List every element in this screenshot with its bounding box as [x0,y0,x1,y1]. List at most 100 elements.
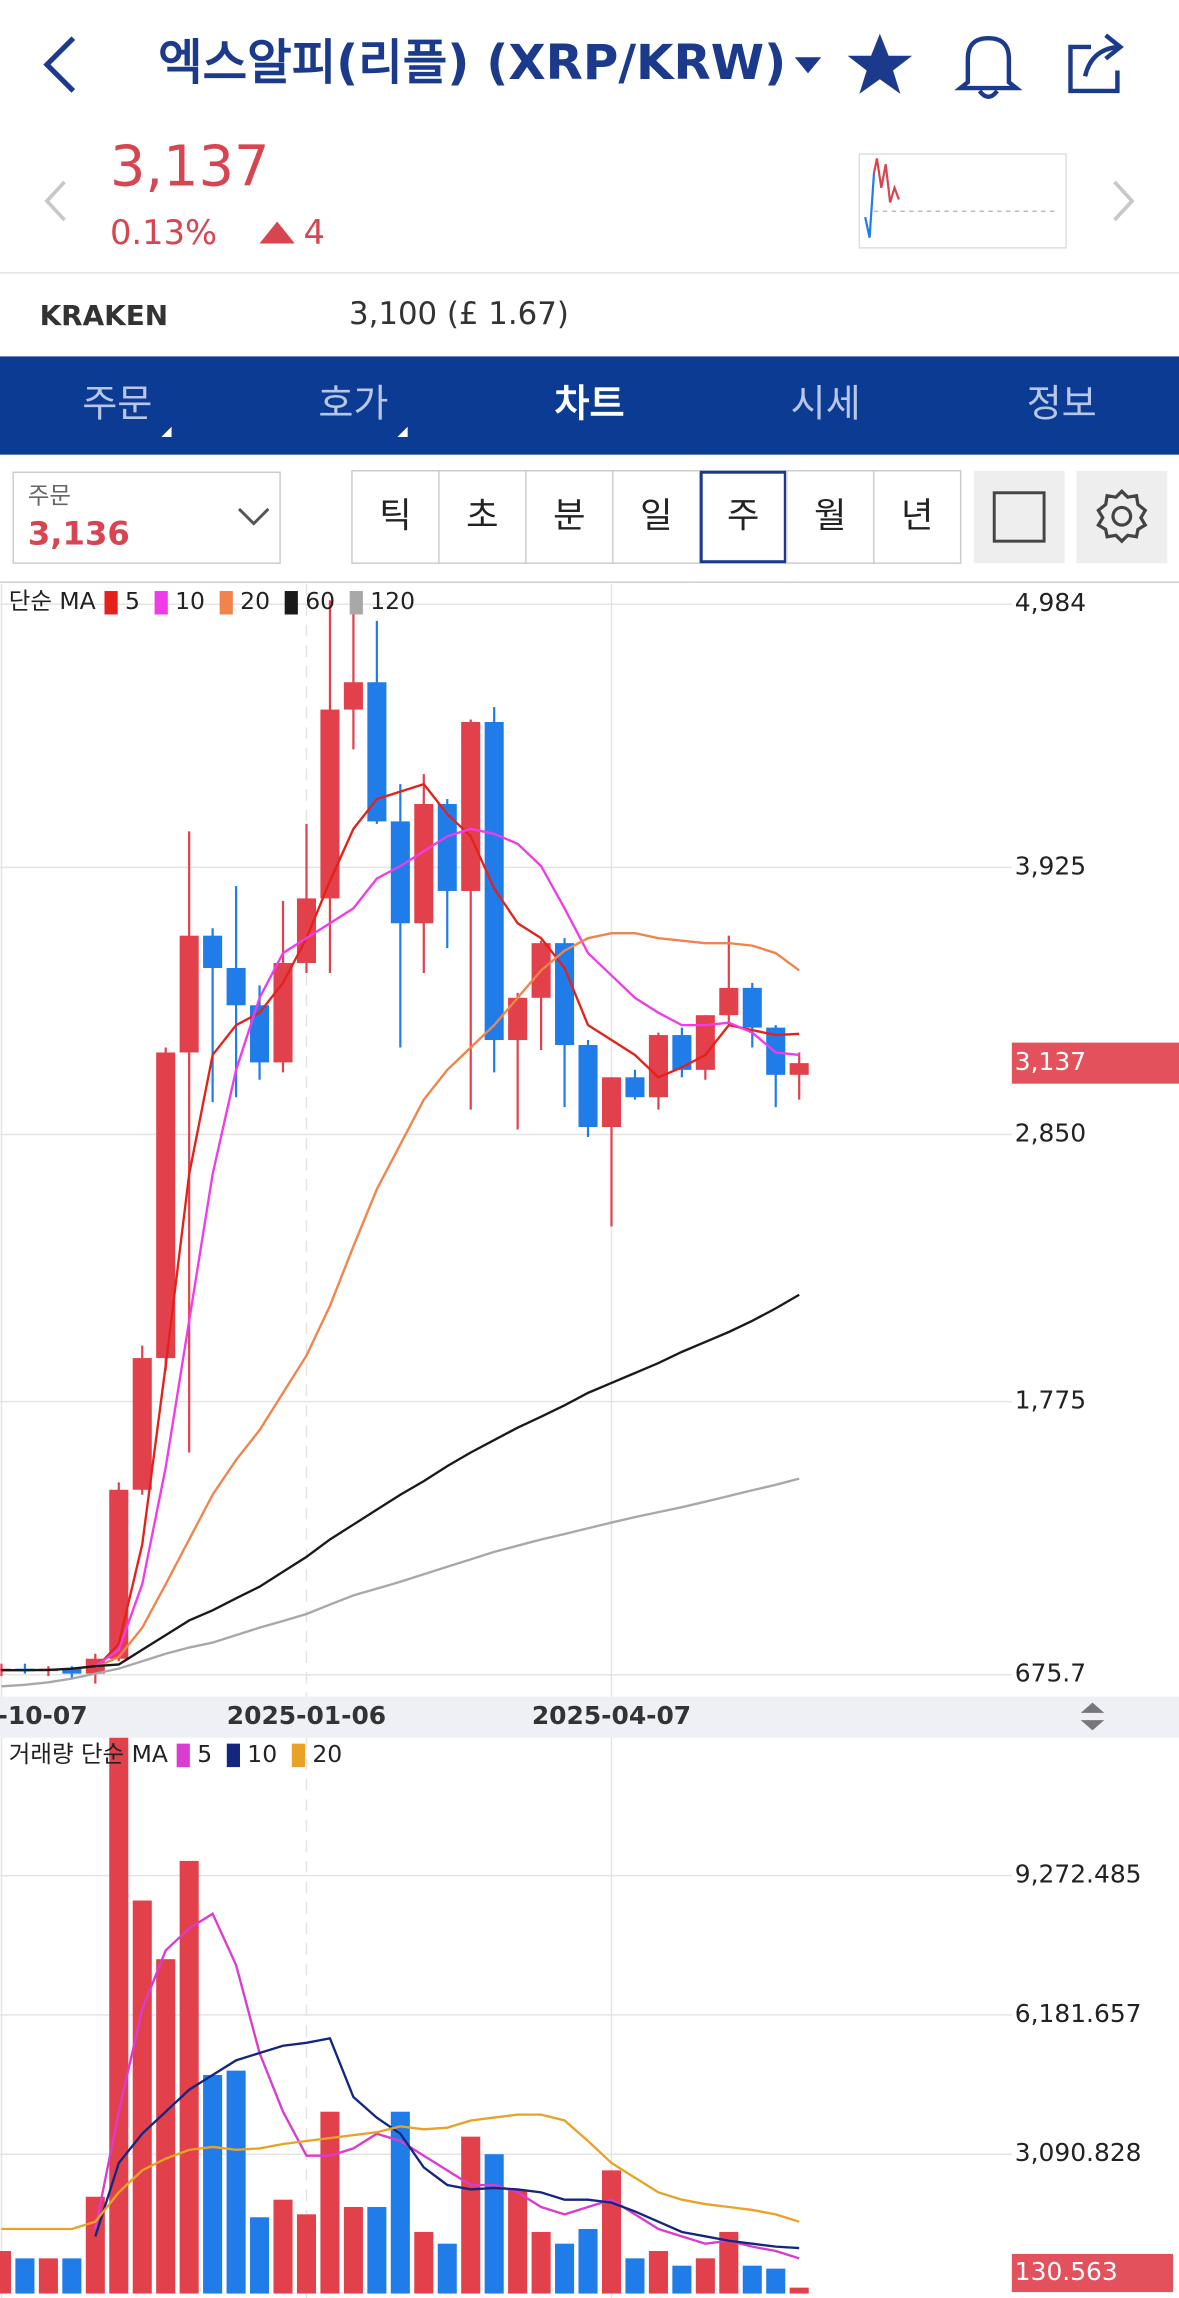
volume-bar [414,2231,434,2294]
volume-ma-line [94,2037,800,2250]
volume-bar [484,2154,504,2294]
volume-bar [390,2111,410,2294]
volume-bar [625,2258,645,2294]
period-button[interactable]: 년 [901,496,933,537]
candle-body [203,935,223,968]
ma-line [94,782,800,1670]
legend-swatch [284,591,298,615]
period-button[interactable]: 분 [553,496,585,537]
candle-body [250,1005,270,1063]
legend-label: 5 [197,1740,212,1768]
volume-marker [1011,2253,1174,2293]
volume-bar [62,2258,82,2294]
candle-body [226,967,246,1006]
order-price: 3,136 [28,514,130,552]
period-group [351,470,962,564]
candle-body [437,803,457,891]
price-marker-label: 3,137 [1015,1047,1086,1076]
legend-swatch [219,591,233,615]
ma-line [1,1293,800,1672]
tab-menu-mark [397,426,408,438]
x-tick-label: 2025-01-06 [227,1701,386,1730]
sparkline-up [872,158,900,203]
candle-body [109,1489,129,1659]
sparkline-down [864,173,876,238]
volume-bar [719,2231,739,2294]
volume-bar [742,2265,762,2294]
volume-bar [203,2075,223,2294]
candle-body [601,1077,622,1128]
legend-label: 5 [125,587,140,615]
favorite-icon[interactable] [847,33,913,94]
next-button[interactable] [1113,180,1135,222]
legend-label: 10 [247,1740,277,1768]
candle-body [672,1035,692,1070]
price-marker [1011,1042,1179,1084]
current-price: 3,137 [110,134,270,199]
back-button[interactable] [43,36,76,93]
x-tick-label: 2025-04-07 [532,1701,691,1730]
ma-line [94,827,800,1668]
volume-bar [320,2111,340,2294]
candle-body [789,1063,809,1075]
order-label: 주문 [28,482,71,510]
exchange-price: 3,100 (£ 1.67) [349,296,569,332]
period-button[interactable]: 월 [814,496,846,537]
share-icon[interactable] [1068,33,1124,94]
y-tick-label: 2,850 [1015,1118,1086,1147]
legend-swatch [154,591,168,615]
settings-button[interactable] [1076,470,1168,564]
period-button[interactable]: 틱 [379,496,411,537]
tab[interactable]: 시세 [791,382,861,426]
x-tick-label: -10-07 [0,1701,88,1730]
volume-marker-label: 130.563 [1015,2257,1118,2286]
y-tick-label: 1,775 [1015,1386,1086,1415]
volume-bar [672,2265,692,2294]
legend-swatch [349,591,363,615]
tab[interactable]: 호가 [318,382,388,426]
candle-body [719,987,739,1016]
volume-bar [250,2217,270,2294]
legend-swatch [226,1743,240,1768]
up-arrow [259,221,295,244]
resize-handle[interactable] [1080,1702,1105,1731]
legend-label: 20 [240,587,270,615]
alert-icon[interactable] [954,35,1023,100]
tab[interactable]: 주문 [82,382,152,426]
settings-icon [1096,489,1148,544]
candle-body [414,803,434,924]
volume-bar [226,2070,246,2294]
date-axis-band [0,1696,1179,1738]
tab[interactable]: 정보 [1027,382,1097,426]
prev-button[interactable] [44,180,66,222]
y-tick-label: 6,181.657 [1015,1999,1142,2028]
exchange-name: KRAKEN [40,299,169,332]
volume-ma-line [94,1911,800,2260]
tab[interactable]: 차트 [554,382,624,426]
candle-body [578,1045,598,1128]
change-percent: 0.13% [110,213,217,252]
period-button[interactable]: 일 [640,496,672,537]
candle-body [156,1052,176,1359]
period-button[interactable]: 주 [727,496,759,537]
candle-body [625,1077,645,1098]
dropdown-icon[interactable] [794,57,822,74]
volume-bar [296,2214,317,2294]
period-selected [699,470,787,564]
volume-bar [766,2268,786,2294]
y-tick-label: 3,925 [1015,851,1086,880]
y-tick-label: 4,984 [1015,588,1086,617]
period-button[interactable]: 초 [466,496,498,537]
volume-bar [437,2243,457,2294]
volume-bar [508,2189,528,2294]
legend-label: 120 [370,587,415,615]
volume-bar [367,2206,387,2294]
volume-bar [38,2258,58,2294]
candle-body [343,682,363,710]
candle-body [508,997,528,1041]
y-tick-label: 675.7 [1015,1659,1086,1688]
volume-bar [789,2287,809,2294]
order-select[interactable] [12,471,281,564]
layout-button[interactable] [973,470,1065,564]
